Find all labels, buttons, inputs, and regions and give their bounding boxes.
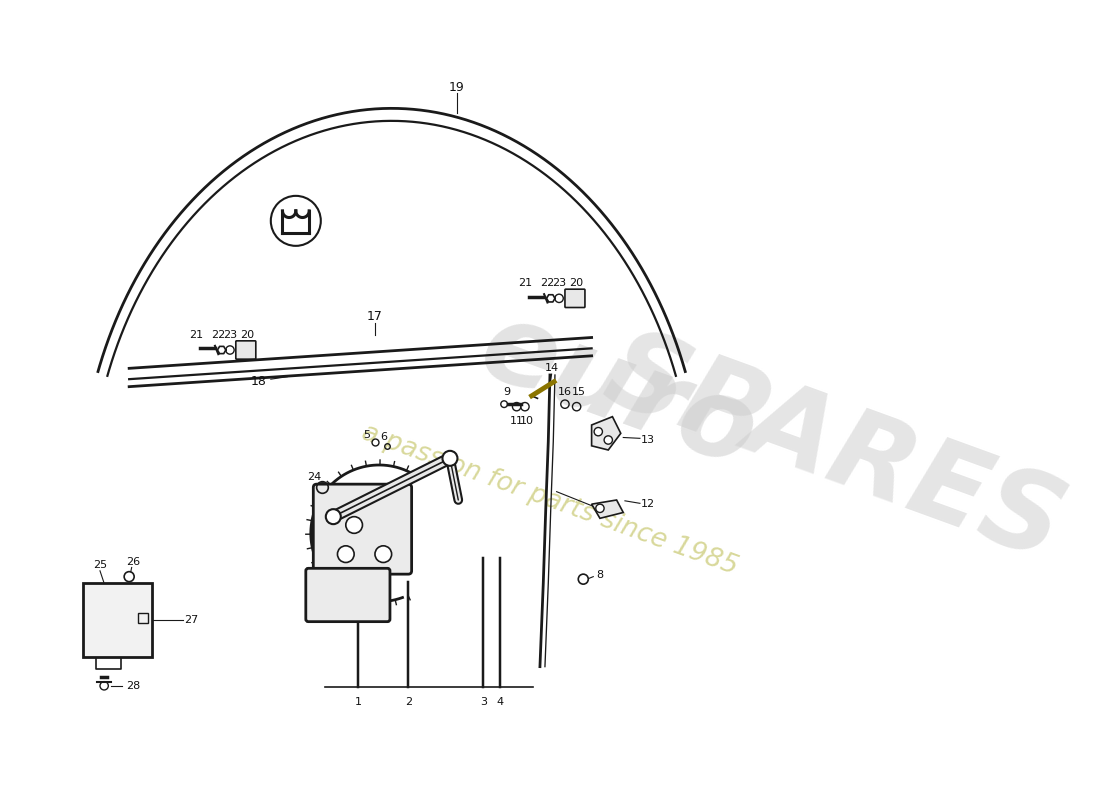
Text: 3: 3 bbox=[480, 698, 487, 707]
Text: 28: 28 bbox=[126, 681, 141, 691]
Text: 25: 25 bbox=[92, 560, 107, 570]
Text: 10: 10 bbox=[519, 416, 534, 426]
Text: 20: 20 bbox=[570, 278, 584, 288]
Text: 21: 21 bbox=[189, 330, 202, 340]
Text: 1: 1 bbox=[355, 698, 362, 707]
Text: 14: 14 bbox=[544, 363, 559, 374]
Text: 4: 4 bbox=[496, 698, 504, 707]
Text: 11: 11 bbox=[509, 416, 524, 426]
Text: 22: 22 bbox=[540, 278, 554, 288]
Text: 12: 12 bbox=[641, 499, 656, 509]
Polygon shape bbox=[592, 417, 620, 450]
Circle shape bbox=[326, 509, 341, 524]
Text: 26: 26 bbox=[126, 558, 141, 567]
Polygon shape bbox=[592, 500, 624, 518]
Text: 18: 18 bbox=[251, 375, 266, 388]
Circle shape bbox=[594, 427, 603, 436]
Text: 6: 6 bbox=[379, 433, 387, 442]
Text: 20: 20 bbox=[241, 330, 254, 340]
Text: 19: 19 bbox=[449, 81, 464, 94]
Text: SPARES: SPARES bbox=[592, 318, 1078, 582]
Text: 27: 27 bbox=[185, 615, 199, 625]
Text: 22: 22 bbox=[211, 330, 226, 340]
Text: 23: 23 bbox=[552, 278, 567, 288]
Text: 15: 15 bbox=[572, 386, 586, 397]
Text: 5: 5 bbox=[363, 430, 370, 440]
Circle shape bbox=[604, 436, 613, 444]
FancyBboxPatch shape bbox=[314, 484, 411, 574]
Text: euro: euro bbox=[466, 293, 771, 490]
Text: 23: 23 bbox=[223, 330, 236, 340]
FancyBboxPatch shape bbox=[235, 341, 256, 359]
Circle shape bbox=[375, 546, 392, 562]
Text: 16: 16 bbox=[558, 386, 572, 397]
Text: 24: 24 bbox=[307, 472, 321, 482]
Text: 21: 21 bbox=[518, 278, 532, 288]
Text: 9: 9 bbox=[503, 386, 510, 397]
Circle shape bbox=[596, 504, 604, 513]
Circle shape bbox=[345, 517, 363, 534]
FancyBboxPatch shape bbox=[565, 289, 585, 307]
Text: 8: 8 bbox=[596, 570, 604, 580]
Text: 17: 17 bbox=[367, 310, 383, 323]
Text: 13: 13 bbox=[641, 435, 656, 445]
FancyBboxPatch shape bbox=[306, 568, 390, 622]
Text: 7: 7 bbox=[605, 503, 612, 514]
Text: 2: 2 bbox=[405, 698, 411, 707]
Circle shape bbox=[338, 546, 354, 562]
Text: a passion for parts since 1985: a passion for parts since 1985 bbox=[359, 420, 741, 580]
Circle shape bbox=[442, 451, 458, 466]
FancyBboxPatch shape bbox=[84, 583, 152, 657]
